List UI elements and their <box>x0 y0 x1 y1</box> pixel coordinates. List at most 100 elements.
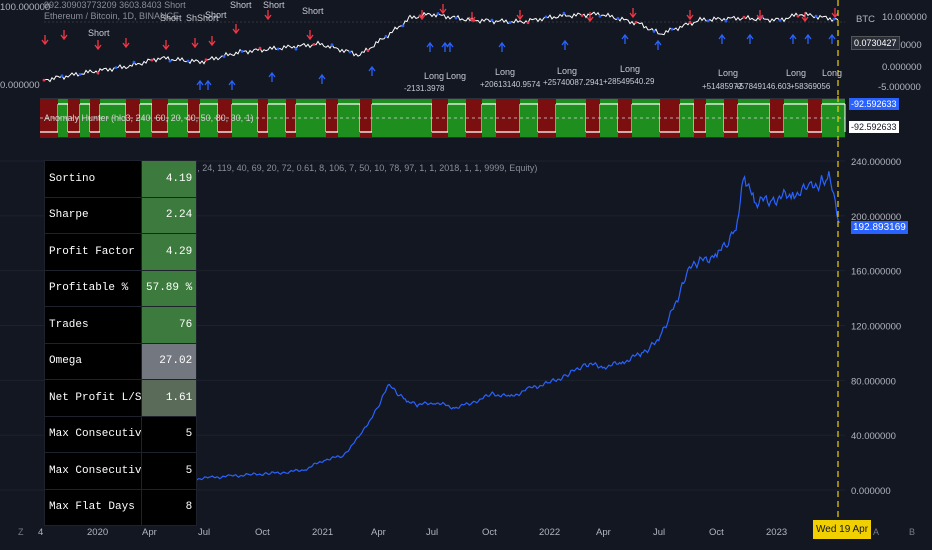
short-arrow <box>94 40 102 51</box>
band-red-segment <box>770 99 784 137</box>
long-arrow <box>368 65 376 76</box>
log-scale-button[interactable]: B <box>909 527 916 537</box>
short-arrow <box>41 35 49 46</box>
x-axis-tick-label: Oct <box>482 527 497 538</box>
trade-marker <box>78 73 82 76</box>
trade-marker <box>312 42 316 46</box>
long-label: Long <box>446 71 467 81</box>
trade-marker <box>454 16 458 20</box>
trade-marker <box>258 46 262 50</box>
stats-row: Max Consecutive Losses5 <box>44 452 198 490</box>
trade-marker <box>276 47 280 51</box>
price-legend-line2: Ethereum / Bitcoin, 1D, BINANCE <box>44 11 180 21</box>
long-arrow <box>789 33 797 44</box>
trade-marker <box>796 14 800 18</box>
left-scale-top: 100.000000 <box>0 2 51 13</box>
short-arrow <box>60 30 68 41</box>
long-arrow <box>828 33 836 44</box>
short-label: Short <box>160 13 182 23</box>
long-value-label: +51485972 <box>702 82 743 91</box>
cursor-date-label: Wed 19 Apr <box>813 520 872 539</box>
long-arrow <box>196 79 204 90</box>
short-arrow <box>516 10 524 21</box>
long-value-label: +28549540.29 <box>603 77 655 86</box>
stats-row: Profit Factor 4.29 <box>44 233 198 271</box>
equity-chart: 240.000000 200.000000 160.000000 120.000000… <box>0 141 901 520</box>
right-scale-3: -5.000000 <box>878 82 921 93</box>
x-axis-tick-label: 2023 <box>766 527 788 538</box>
stats-value: 4.19 <box>140 160 198 198</box>
short-arrow <box>122 38 130 49</box>
trade-marker <box>96 71 100 75</box>
x-axis-tick-label: Jul <box>426 527 439 538</box>
short-arrow <box>232 24 240 35</box>
trade-marker <box>832 17 836 21</box>
equity-y-tick: 80.000000 <box>851 376 896 387</box>
equity-y-tick: 40.000000 <box>851 431 896 442</box>
stats-label: Profitable % <box>44 269 142 307</box>
trade-marker <box>724 19 728 23</box>
stats-value: 76 <box>140 306 198 344</box>
trade-marker <box>544 15 548 19</box>
right-scale-2: 0.000000 <box>882 62 922 73</box>
stats-row: Sortino 4.19 <box>44 160 198 198</box>
stats-label: Profit Factor <box>44 233 142 271</box>
stats-row: Max Flat Days 8 <box>44 488 198 526</box>
stats-label: Max Flat Days <box>44 488 142 526</box>
x-axis-tick-label: Jul <box>653 527 666 538</box>
long-arrow <box>498 41 506 52</box>
price-pane <box>0 0 932 95</box>
trade-marker <box>814 14 818 18</box>
equity-y-tick: 120.000000 <box>851 322 901 333</box>
long-label: Long <box>718 68 739 78</box>
trade-marker <box>186 59 190 63</box>
trade-marker <box>60 74 64 78</box>
trade-marker <box>132 60 136 64</box>
long-arrow <box>654 39 662 50</box>
band-red-segment <box>68 99 80 137</box>
long-arrow <box>426 41 434 52</box>
stats-value: 2.24 <box>140 196 198 234</box>
symbol-label: BTC <box>856 14 875 25</box>
stats-value: 57.89 % <box>140 269 198 307</box>
long-arrow <box>228 79 236 90</box>
price-tag: 0.0730427 <box>851 36 900 50</box>
short-label: Short <box>230 0 252 10</box>
auto-scale-button[interactable]: A <box>873 527 880 537</box>
short-arrow <box>468 12 476 23</box>
long-arrow <box>718 33 726 44</box>
stats-row: Trades 76 <box>44 306 198 344</box>
trade-marker <box>168 59 172 63</box>
long-label: Long <box>424 71 445 81</box>
left-scale-bottom: 0.000000 <box>0 80 40 91</box>
x-axis-tick-label: 2020 <box>87 527 109 538</box>
reset-zoom-button[interactable]: Z <box>18 527 24 537</box>
band-green-segment <box>482 99 496 137</box>
long-label: Long <box>786 68 807 78</box>
short-arrow <box>208 36 216 47</box>
trade-marker <box>114 66 118 69</box>
stats-value: 8 <box>140 488 198 526</box>
trade-marker <box>634 20 638 24</box>
x-axis-tick-label: 2021 <box>312 527 334 538</box>
short-arrow <box>191 38 199 49</box>
short-arrow <box>801 12 809 23</box>
band-red-segment <box>326 99 338 137</box>
x-axis-tick-label: 2022 <box>539 527 561 538</box>
equity-current-value-tag: 192.893169 <box>851 221 908 234</box>
equity-legend: ETS RTA Algo V2 (close, Hma, 92, 1.6, 24… <box>44 163 538 173</box>
long-value-label: +20613140.9574 <box>480 80 541 89</box>
stats-label: Max Consecutive Losses <box>44 452 142 490</box>
short-arrow <box>756 10 764 21</box>
performance-stats-table: Sortino 4.19 Sharpe 2.24 Profit Factor 4.29 Pr… <box>44 160 198 526</box>
trade-marker <box>294 47 298 51</box>
short-arrow <box>418 10 426 21</box>
trade-marker <box>240 49 244 53</box>
trade-marker <box>508 21 512 24</box>
x-axis-tick-label: Jul <box>198 527 211 538</box>
trade-marker <box>562 11 566 15</box>
stats-row: Sharpe 2.24 <box>44 196 198 234</box>
long-arrow <box>446 41 454 52</box>
trade-marker <box>42 78 46 82</box>
short-label: Short <box>263 0 285 10</box>
